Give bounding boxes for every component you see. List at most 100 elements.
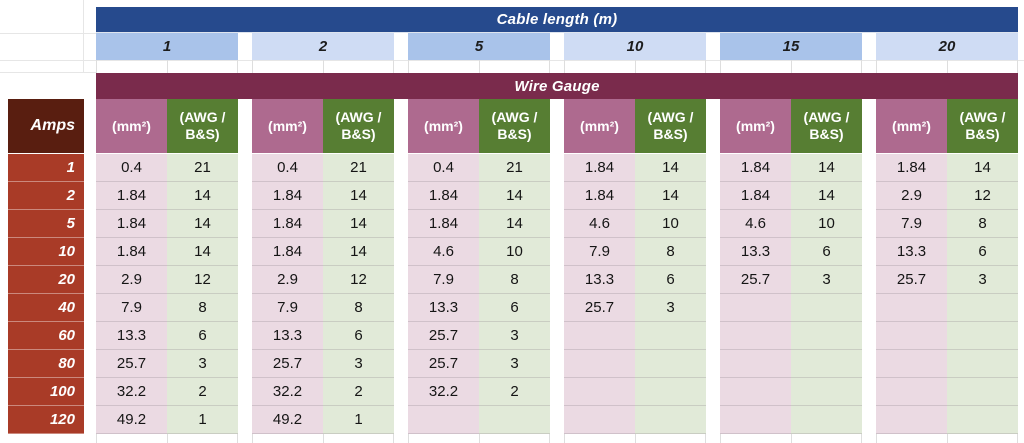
- amps-column-header: Amps: [8, 99, 84, 154]
- gridline-stub: [408, 60, 550, 73]
- mm2-header: (mm²): [252, 99, 323, 154]
- awg-value: 14: [167, 238, 238, 266]
- awg-value: 3: [167, 350, 238, 378]
- gridline: [0, 60, 96, 73]
- mm2-value: [720, 378, 791, 406]
- awg-value: [791, 294, 862, 322]
- mm2-value: [720, 322, 791, 350]
- awg-header: (AWG / B&S): [167, 99, 238, 154]
- length-header: 10: [564, 33, 706, 60]
- mm2-header: (mm²): [720, 99, 791, 154]
- amps-row-label: 1: [8, 154, 84, 182]
- awg-value: 8: [947, 210, 1018, 238]
- mm2-value: 13.3: [876, 238, 947, 266]
- mm2-value: 4.6: [564, 210, 635, 238]
- length-header: 1: [96, 33, 238, 60]
- mm2-value: [564, 378, 635, 406]
- mm2-value: 1.84: [720, 154, 791, 182]
- awg-value: 21: [479, 154, 550, 182]
- awg-value: [635, 350, 706, 378]
- mm2-value: 1.84: [564, 182, 635, 210]
- awg-value: 10: [635, 210, 706, 238]
- mm2-value: 2.9: [96, 266, 167, 294]
- awg-value: [635, 406, 706, 434]
- length-header: 20: [876, 33, 1018, 60]
- awg-value: 2: [479, 378, 550, 406]
- mm2-value: 13.3: [564, 266, 635, 294]
- mm2-value: 13.3: [408, 294, 479, 322]
- mm2-value: 4.6: [720, 210, 791, 238]
- awg-value: 14: [947, 154, 1018, 182]
- gridline-stub: [876, 434, 1018, 443]
- mm2-value: [876, 322, 947, 350]
- mm2-value: 0.4: [252, 154, 323, 182]
- gridline: [8, 0, 84, 73]
- mm2-value: 25.7: [564, 294, 635, 322]
- gridline-stub: [564, 434, 706, 443]
- awg-value: 2: [323, 378, 394, 406]
- amps-row-label: 60: [8, 322, 84, 350]
- mm2-header: (mm²): [876, 99, 947, 154]
- awg-value: 14: [635, 182, 706, 210]
- awg-value: 6: [323, 322, 394, 350]
- mm2-value: 1.84: [252, 238, 323, 266]
- mm2-value: 7.9: [408, 266, 479, 294]
- awg-value: 14: [635, 154, 706, 182]
- mm2-value: 32.2: [252, 378, 323, 406]
- mm2-value: [564, 350, 635, 378]
- awg-value: [947, 294, 1018, 322]
- mm2-value: 32.2: [408, 378, 479, 406]
- awg-header: (AWG / B&S): [947, 99, 1018, 154]
- mm2-value: 7.9: [252, 294, 323, 322]
- mm2-value: 25.7: [408, 350, 479, 378]
- mm2-value: [720, 294, 791, 322]
- mm2-value: 25.7: [720, 266, 791, 294]
- awg-value: 6: [947, 238, 1018, 266]
- awg-value: 6: [791, 238, 862, 266]
- mm2-value: [564, 322, 635, 350]
- awg-value: [791, 378, 862, 406]
- mm2-value: 1.84: [252, 210, 323, 238]
- mm2-value: [876, 378, 947, 406]
- awg-value: 14: [791, 182, 862, 210]
- awg-value: 3: [479, 350, 550, 378]
- amps-row-label: 20: [8, 266, 84, 294]
- mm2-value: 13.3: [720, 238, 791, 266]
- awg-value: 8: [479, 266, 550, 294]
- mm2-value: [876, 406, 947, 434]
- awg-value: 3: [479, 322, 550, 350]
- gridline: [0, 33, 96, 60]
- mm2-value: [876, 294, 947, 322]
- awg-value: [635, 322, 706, 350]
- mm2-value: 0.4: [408, 154, 479, 182]
- mm2-value: 49.2: [96, 406, 167, 434]
- awg-value: [947, 406, 1018, 434]
- mm2-value: 49.2: [252, 406, 323, 434]
- mm2-value: 1.84: [96, 210, 167, 238]
- amps-row-label: 80: [8, 350, 84, 378]
- mm2-value: 1.84: [408, 182, 479, 210]
- awg-value: [947, 350, 1018, 378]
- awg-header: (AWG / B&S): [323, 99, 394, 154]
- mm2-value: [720, 350, 791, 378]
- gridline-stub: [96, 60, 238, 73]
- awg-value: [635, 378, 706, 406]
- mm2-value: 1.84: [876, 154, 947, 182]
- awg-value: 14: [479, 182, 550, 210]
- awg-value: 3: [791, 266, 862, 294]
- awg-value: 14: [479, 210, 550, 238]
- awg-value: 8: [323, 294, 394, 322]
- awg-value: 10: [791, 210, 862, 238]
- mm2-value: 25.7: [408, 322, 479, 350]
- mm2-value: 7.9: [564, 238, 635, 266]
- awg-value: [947, 378, 1018, 406]
- gridline-stub: [720, 434, 862, 443]
- mm2-header: (mm²): [564, 99, 635, 154]
- awg-value: 21: [167, 154, 238, 182]
- awg-value: 8: [167, 294, 238, 322]
- awg-value: 2: [167, 378, 238, 406]
- mm2-header: (mm²): [408, 99, 479, 154]
- mm2-value: 7.9: [876, 210, 947, 238]
- awg-value: [791, 406, 862, 434]
- gridline-stub: [564, 60, 706, 73]
